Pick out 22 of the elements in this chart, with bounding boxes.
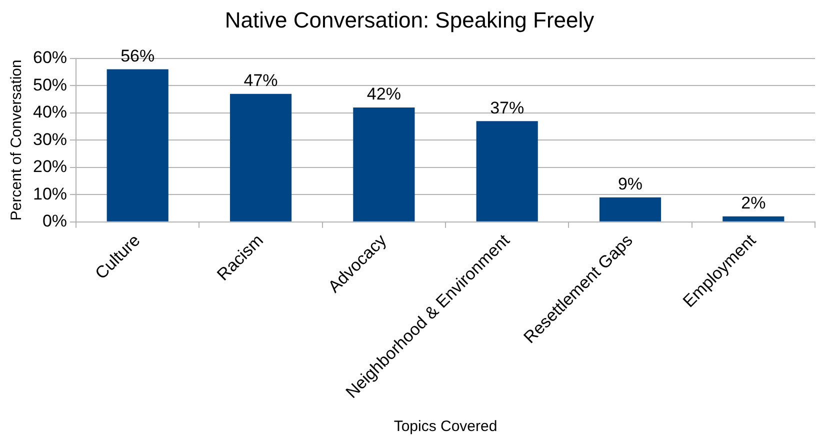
y-axis-title: Percent of Conversation (8, 60, 26, 221)
bar (106, 69, 168, 222)
bar (722, 216, 784, 222)
y-tick-label: 0% (42, 212, 68, 231)
bar (353, 107, 415, 222)
bar (476, 121, 538, 222)
y-tick-label: 40% (32, 102, 68, 122)
y-tick-label: 30% (32, 130, 68, 149)
data-label: 56% (120, 46, 155, 66)
x-axis-title: Topics Covered (394, 418, 498, 436)
data-label: 47% (244, 71, 278, 90)
chart-title: Native Conversation: Speaking Freely (224, 7, 594, 32)
y-tick-label: 60% (32, 48, 68, 68)
bar (230, 94, 292, 222)
y-tick-label: 10% (32, 184, 68, 204)
bar (599, 197, 662, 222)
data-label: 9% (618, 174, 643, 194)
y-tick-label: 50% (32, 75, 68, 94)
data-label: 37% (490, 98, 524, 118)
data-label: 42% (366, 84, 401, 104)
data-label: 2% (741, 194, 766, 213)
y-tick-label: 20% (32, 157, 68, 176)
